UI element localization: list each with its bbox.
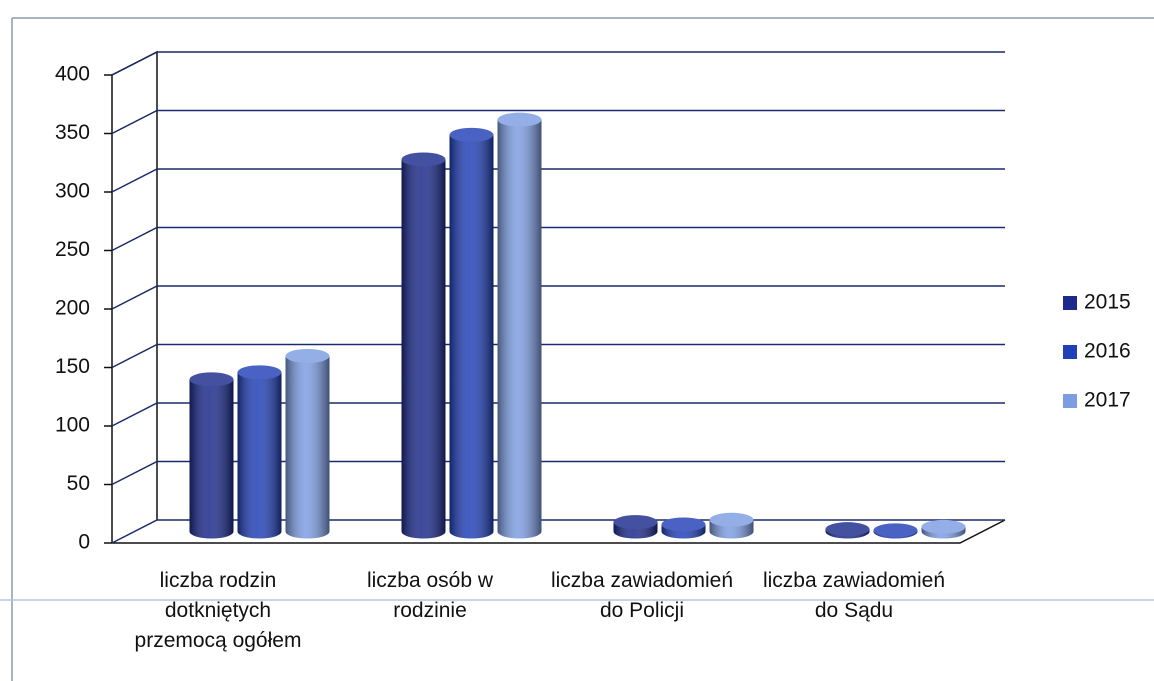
legend-label: 2016 [1084, 340, 1131, 363]
y-tick-label: 0 [78, 531, 90, 554]
bar [825, 522, 870, 539]
x-tick-label: liczba zawiadomień do Policji [550, 569, 734, 622]
bar [709, 512, 754, 539]
grid-line [111, 402, 1005, 427]
bar [873, 523, 918, 539]
x-tick-label: liczba osób w rodzinie [366, 569, 494, 622]
grid-line [111, 343, 1005, 369]
grid-line [111, 168, 1005, 193]
bar [921, 519, 966, 539]
bar [189, 372, 234, 539]
bar [661, 517, 706, 539]
legend-swatch [1063, 394, 1077, 408]
bar [401, 152, 446, 539]
y-tick-label: 300 [55, 180, 90, 203]
y-tick-label: 350 [55, 121, 90, 144]
y-tick-label: 150 [55, 355, 90, 378]
grid-line [111, 285, 1005, 310]
bar [449, 127, 494, 539]
bar [613, 515, 658, 539]
x-tick-label: liczba rodzin dotkniętych przemocą ogółe… [134, 569, 302, 652]
bar [497, 112, 542, 539]
y-tick-label: 100 [55, 414, 90, 437]
bar [237, 365, 282, 539]
legend-swatch [1063, 345, 1077, 359]
bar [285, 349, 330, 539]
legend-label: 2017 [1084, 389, 1131, 412]
grid-line [111, 226, 1005, 252]
legend-swatch [1063, 296, 1077, 310]
floor [112, 519, 1006, 544]
grid-line [111, 109, 1005, 135]
grid-line [111, 51, 1005, 76]
grid-line [111, 460, 1005, 486]
y-tick-label: 50 [67, 472, 90, 495]
y-tick-label: 400 [55, 63, 90, 86]
x-tick-label: liczba zawiadomień do Sądu [762, 569, 946, 622]
legend-label: 2015 [1084, 291, 1131, 314]
y-tick-label: 250 [55, 238, 90, 261]
y-tick-label: 200 [55, 297, 90, 320]
